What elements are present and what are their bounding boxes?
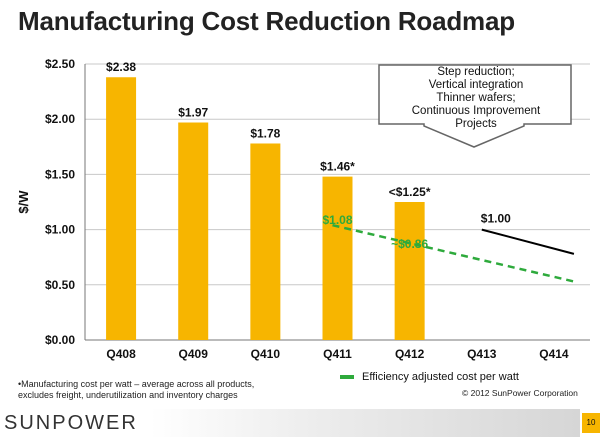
- bar-value-label: $1.97: [178, 106, 208, 120]
- callout-line: Step reduction;: [437, 66, 515, 78]
- bar-value-label: $1.78: [250, 126, 280, 140]
- callout-line: Projects: [455, 118, 497, 130]
- y-tick-label: $0.00: [45, 333, 75, 347]
- bar-value-label: <$1.25*: [389, 185, 431, 199]
- legend-swatch: [340, 375, 354, 379]
- x-tick-label: Q408: [106, 347, 136, 361]
- callout-text: Step reduction; Vertical integration Thi…: [388, 66, 564, 131]
- efficiency-label: $1.08: [322, 213, 352, 227]
- y-tick-label: $1.00: [45, 223, 75, 237]
- y-axis-label: $/W: [16, 190, 31, 214]
- x-tick-label: Q413: [467, 347, 497, 361]
- callout-line: Vertical integration: [428, 79, 524, 91]
- target-line-label: $1.00: [481, 212, 511, 226]
- target-line: [481, 228, 575, 255]
- x-tick-label: Q414: [539, 347, 569, 361]
- copyright: © 2012 SunPower Corporation: [462, 388, 578, 398]
- footnote: •Manufacturing cost per watt – average a…: [18, 379, 254, 401]
- footer-band: [150, 409, 580, 437]
- efficiency-line: [332, 223, 575, 283]
- x-tick-label: Q409: [179, 347, 209, 361]
- y-tick-label: $2.50: [45, 57, 75, 71]
- efficiency-label: ~$0.86: [391, 237, 428, 251]
- footer-bar: SUNPOWER 10: [0, 403, 600, 443]
- callout-line: Continuous Improvement: [411, 105, 541, 117]
- sunpower-logo: SUNPOWER: [4, 412, 138, 434]
- y-tick-label: $1.50: [45, 167, 75, 181]
- x-tick-label: Q411: [323, 347, 352, 361]
- chart-title: Manufacturing Cost Reduction Roadmap: [18, 6, 515, 36]
- bar-chart: $0.00 $0.50 $1.00 $1.50 $2.00 $2.50 $/W Q408 Q40…: [16, 57, 590, 361]
- callout-line: Thinner wafers;: [436, 92, 516, 104]
- legend: Efficiency adjusted cost per watt: [340, 371, 519, 383]
- legend-label: Efficiency adjusted cost per watt: [362, 371, 519, 383]
- x-tick-label: Q412: [395, 347, 425, 361]
- bar-value-label: $2.38: [106, 60, 136, 74]
- y-tick-label: $2.00: [45, 112, 75, 126]
- y-tick-label: $0.50: [45, 278, 75, 292]
- x-tick-label: Q410: [251, 347, 281, 361]
- bar-value-label: $1.46*: [320, 160, 355, 174]
- bar: [394, 202, 425, 340]
- bar: [178, 122, 209, 341]
- bar: [250, 143, 281, 340]
- callout-arrow: [378, 64, 572, 148]
- bar: [106, 77, 137, 341]
- bar: [322, 176, 353, 340]
- footnote-line: excludes freight, underutilization and i…: [18, 390, 238, 400]
- footnote-line: •Manufacturing cost per watt – average a…: [18, 379, 255, 389]
- page-number: 10: [582, 413, 600, 433]
